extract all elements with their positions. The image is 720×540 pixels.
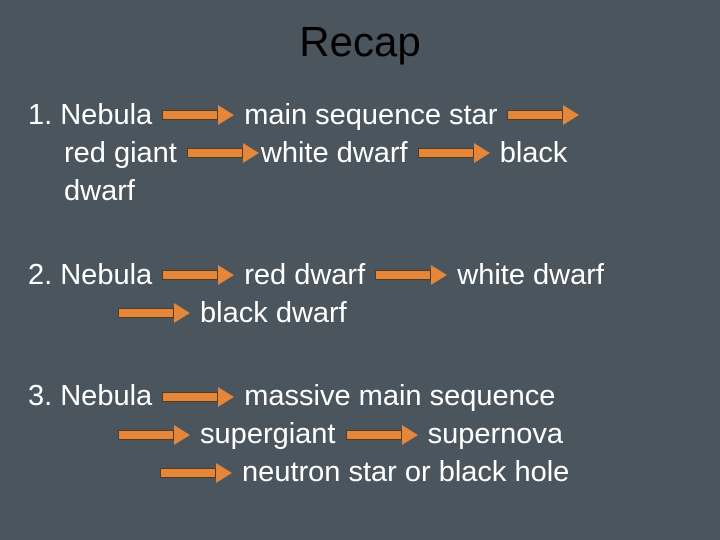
slide-body: 1. Nebula main sequence star red giant w… <box>0 96 720 491</box>
line: red giant white dwarf black <box>28 134 692 172</box>
text-segment: black <box>492 137 568 169</box>
arrow-icon <box>162 388 234 406</box>
text-segment: main sequence star <box>236 99 505 131</box>
slide-title: Recap <box>0 18 720 66</box>
arrow-icon <box>160 464 232 482</box>
arrow-icon <box>346 426 418 444</box>
text-segment: 2. Nebula <box>28 258 160 290</box>
text-segment: dwarf <box>64 175 135 207</box>
text-segment: supernova <box>420 418 564 450</box>
arrow-icon <box>162 106 234 124</box>
arrow-icon <box>507 106 579 124</box>
text-segment: 1. Nebula <box>28 99 160 131</box>
arrow-icon <box>418 144 490 162</box>
line: neutron star or black hole <box>28 453 692 491</box>
text-segment: neutron star or black hole <box>234 456 569 488</box>
line: black dwarf <box>28 294 692 332</box>
text-segment: supergiant <box>192 418 344 450</box>
arrow-icon <box>162 266 234 284</box>
line: 3. Nebula massive main sequence <box>28 377 692 415</box>
list-item: 3. Nebula massive main sequence supergia… <box>28 377 692 491</box>
arrow-icon <box>118 426 190 444</box>
arrow-icon <box>187 144 259 162</box>
text-segment: red giant <box>64 137 185 169</box>
line: 1. Nebula main sequence star <box>28 96 692 134</box>
arrow-icon <box>118 304 190 322</box>
text-segment: massive main sequence <box>236 380 555 412</box>
text-segment: black dwarf <box>192 296 347 328</box>
line: 2. Nebula red dwarf white dwarf <box>28 256 692 294</box>
list-item: 2. Nebula red dwarf white dwarf black dw… <box>28 256 692 332</box>
line: supergiant supernova <box>28 415 692 453</box>
text-segment: 3. Nebula <box>28 380 160 412</box>
line: dwarf <box>28 172 692 210</box>
slide: Recap 1. Nebula main sequence star red g… <box>0 0 720 540</box>
text-segment: white dwarf <box>261 137 416 169</box>
list-item: 1. Nebula main sequence star red giant w… <box>28 96 692 210</box>
arrow-icon <box>375 266 447 284</box>
text-segment: red dwarf <box>236 258 373 290</box>
text-segment: white dwarf <box>449 258 604 290</box>
